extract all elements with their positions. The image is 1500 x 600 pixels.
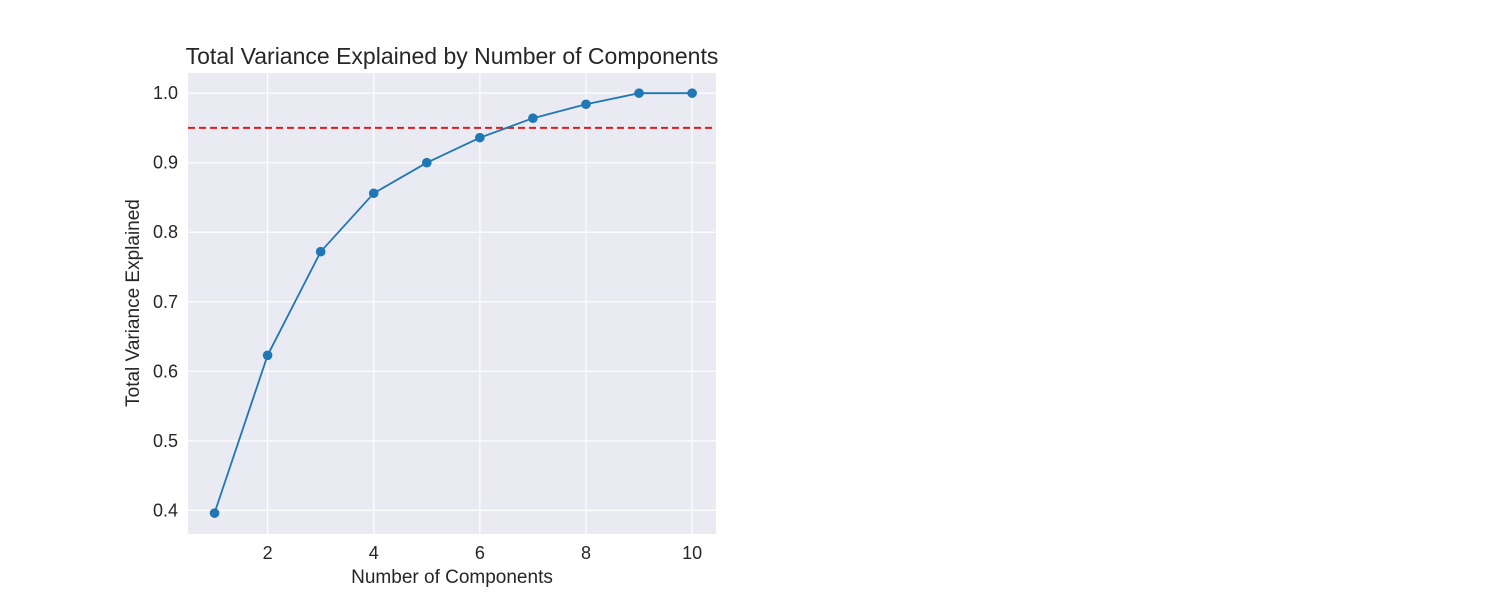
data-point bbox=[528, 113, 538, 123]
y-axis-label: Total Variance Explained bbox=[123, 199, 144, 407]
data-point bbox=[634, 88, 644, 98]
chart-title: Total Variance Explained by Number of Co… bbox=[186, 43, 719, 69]
y-axis-ticks: 0.4 0.5 0.6 0.7 0.8 0.9 1.0 bbox=[153, 83, 178, 520]
y-tick-label: 0.5 bbox=[153, 431, 178, 451]
x-axis-label: Number of Components bbox=[351, 567, 553, 588]
y-tick-label: 1.0 bbox=[153, 83, 178, 103]
x-axis-ticks: 2 4 6 8 10 bbox=[263, 543, 703, 563]
x-tick-label: 6 bbox=[475, 543, 485, 563]
data-point bbox=[687, 88, 697, 98]
series-line bbox=[213, 92, 693, 514]
grid-lines bbox=[188, 73, 716, 534]
y-tick-label: 0.6 bbox=[153, 361, 178, 381]
data-point bbox=[315, 246, 326, 257]
y-tick-label: 0.9 bbox=[153, 153, 178, 173]
data-point bbox=[475, 132, 485, 143]
data-point bbox=[368, 188, 379, 199]
y-tick-label: 0.7 bbox=[153, 292, 178, 312]
x-tick-label: 4 bbox=[369, 543, 379, 563]
data-point bbox=[262, 350, 273, 361]
data-point bbox=[209, 508, 220, 518]
y-tick-label: 0.8 bbox=[153, 222, 178, 242]
data-point bbox=[421, 157, 432, 168]
x-tick-label: 8 bbox=[581, 543, 591, 563]
x-tick-label: 2 bbox=[263, 543, 273, 563]
data-series bbox=[209, 88, 697, 518]
plot-area bbox=[188, 73, 716, 534]
y-tick-label: 0.4 bbox=[153, 500, 178, 520]
data-point bbox=[581, 99, 591, 110]
x-tick-label: 10 bbox=[682, 543, 702, 563]
